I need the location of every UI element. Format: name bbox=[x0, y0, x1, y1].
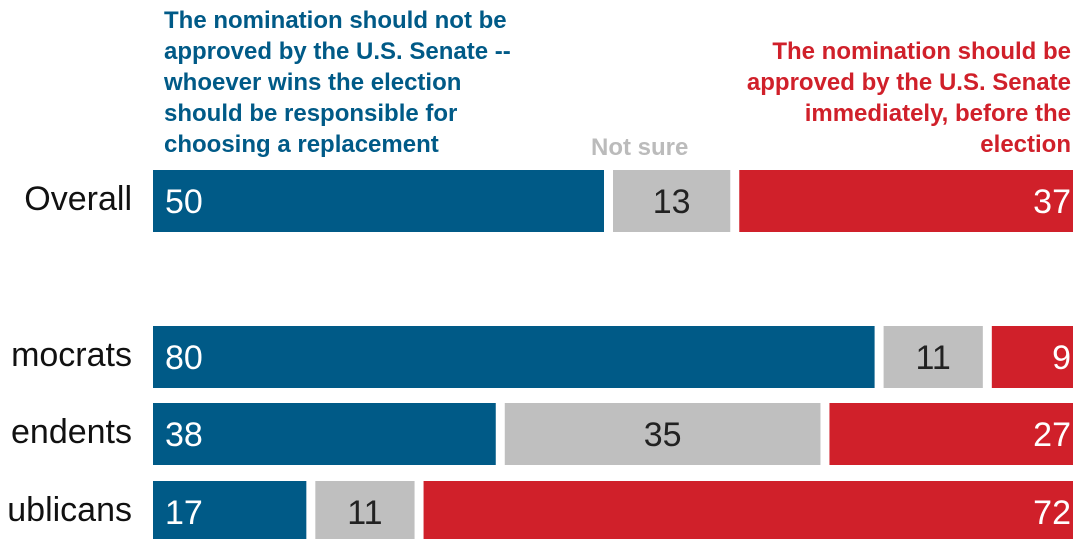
row-label-independents: endents bbox=[11, 413, 132, 451]
row-label-overall: Overall bbox=[24, 180, 132, 218]
legend-not-sure: Not sure bbox=[591, 134, 689, 161]
label-overall-not-approved: 50 bbox=[165, 183, 203, 221]
bar-independents-not-approved bbox=[153, 403, 496, 465]
bar-independents-approved bbox=[829, 403, 1073, 465]
label-democrats-not-approved: 80 bbox=[165, 339, 203, 377]
label-overall-approved: 37 bbox=[1033, 183, 1071, 221]
bar-democrats-not-sure bbox=[883, 326, 983, 388]
label-independents-not-approved: 38 bbox=[165, 416, 203, 454]
bar-republicans-not-approved bbox=[153, 481, 307, 539]
bar-democrats-not-approved bbox=[153, 326, 875, 388]
label-democrats-not-sure: 11 bbox=[916, 339, 951, 377]
label-republicans-not-approved: 17 bbox=[165, 494, 203, 532]
label-republicans-approved: 72 bbox=[1033, 494, 1071, 532]
bar-independents-not-sure bbox=[504, 403, 821, 465]
label-overall-not-sure: 13 bbox=[653, 183, 691, 221]
label-democrats-approved: 9 bbox=[1052, 339, 1071, 377]
bar-overall-not-approved bbox=[153, 170, 604, 232]
bar-overall-not-sure bbox=[613, 170, 731, 232]
label-independents-not-sure: 35 bbox=[644, 416, 682, 454]
row-label-democrats: mocrats bbox=[11, 336, 132, 374]
label-independents-approved: 27 bbox=[1033, 416, 1071, 454]
bar-democrats-approved bbox=[991, 326, 1073, 388]
row-label-republicans: ublicans bbox=[7, 491, 132, 529]
bar-republicans-not-sure bbox=[315, 481, 415, 539]
legend-not-approved: The nomination should not be approved by… bbox=[164, 7, 511, 158]
label-republicans-not-sure: 11 bbox=[347, 494, 382, 532]
bar-overall-approved bbox=[739, 170, 1073, 232]
legend-approved: The nomination should be approved by the… bbox=[746, 38, 1071, 158]
bar-republicans-approved bbox=[423, 481, 1073, 539]
